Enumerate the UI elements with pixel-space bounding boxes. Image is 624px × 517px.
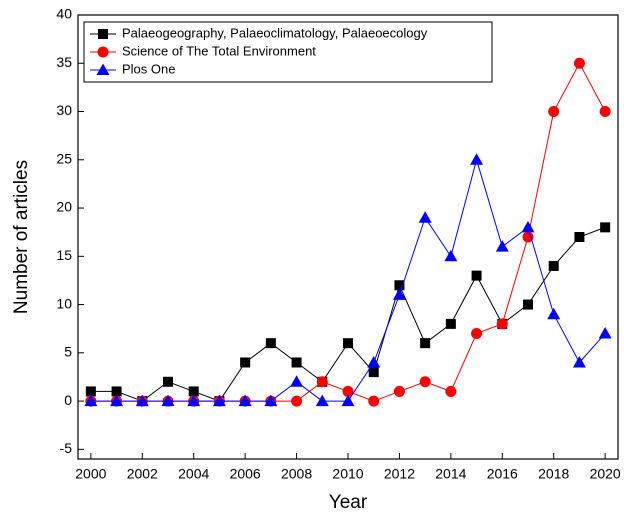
marker [111, 386, 122, 397]
x-tick-label: 2008 [281, 466, 312, 482]
x-tick-label: 2016 [487, 466, 518, 482]
series-line [90, 226, 606, 402]
y-tick-label: -5 [60, 440, 73, 456]
marker [572, 355, 586, 368]
marker [84, 394, 98, 407]
marker [495, 240, 509, 252]
marker [290, 375, 304, 387]
x-tick-label: 2000 [75, 466, 106, 482]
y-tick-label: 5 [64, 344, 72, 360]
x-tick-label: 2020 [590, 466, 621, 482]
marker [393, 385, 405, 397]
marker [341, 394, 355, 407]
marker [392, 288, 406, 300]
marker [470, 153, 484, 165]
x-tick-label: 2018 [538, 466, 569, 482]
x-tick-label: 2004 [178, 466, 209, 482]
series-line [90, 157, 606, 402]
marker [342, 385, 354, 397]
marker [85, 386, 96, 397]
x-axis-label: Year [329, 492, 368, 513]
marker [522, 231, 534, 243]
x-tick-label: 2014 [435, 466, 466, 482]
y-tick-label: 25 [56, 150, 72, 166]
marker [444, 249, 458, 262]
marker [240, 357, 251, 368]
marker [291, 357, 302, 368]
legend-label: Plos One [122, 61, 175, 76]
marker [471, 328, 483, 340]
marker [265, 338, 276, 349]
marker [264, 394, 278, 407]
marker [573, 57, 585, 69]
marker [316, 376, 328, 388]
marker [445, 385, 457, 397]
marker [547, 307, 561, 320]
marker [496, 318, 508, 330]
x-tick-label: 2002 [127, 466, 158, 482]
marker [110, 394, 124, 407]
marker [188, 386, 199, 397]
marker [96, 63, 110, 75]
y-tick-label: 30 [56, 102, 72, 118]
y-axis-label: Number of articles [11, 160, 32, 314]
marker [368, 395, 380, 407]
marker [212, 394, 226, 407]
marker [163, 376, 173, 387]
y-tick-label: 35 [56, 54, 72, 70]
marker [367, 355, 381, 368]
marker [97, 46, 109, 58]
marker [187, 394, 201, 407]
y-tick-label: 0 [64, 392, 72, 408]
marker [521, 220, 535, 233]
marker [420, 338, 431, 349]
legend-label: Palaeogeography, Palaeoclimatology, Pala… [122, 25, 428, 40]
marker [343, 338, 353, 349]
marker [291, 395, 303, 407]
y-tick-label: 15 [56, 247, 72, 263]
marker [523, 299, 533, 310]
y-tick-label: 40 [56, 6, 72, 22]
x-tick-label: 2010 [332, 466, 363, 482]
y-tick-label: 10 [56, 295, 72, 311]
x-tick-label: 2012 [384, 466, 415, 482]
marker [419, 376, 431, 388]
marker [599, 106, 611, 118]
marker [98, 29, 108, 39]
marker [135, 394, 149, 407]
marker [445, 318, 456, 329]
marker [368, 367, 379, 378]
y-tick-label: 20 [56, 199, 72, 215]
marker [548, 106, 560, 118]
marker [574, 232, 585, 242]
marker [471, 270, 482, 281]
marker [418, 211, 432, 223]
marker [161, 394, 175, 407]
marker [600, 222, 611, 233]
legend-label: Science of The Total Environment [122, 43, 316, 58]
marker [238, 394, 252, 407]
marker [598, 327, 612, 339]
x-tick-label: 2006 [230, 466, 261, 482]
marker [315, 394, 329, 407]
legend-box [83, 21, 493, 83]
marker [394, 280, 405, 291]
marker [548, 260, 559, 271]
